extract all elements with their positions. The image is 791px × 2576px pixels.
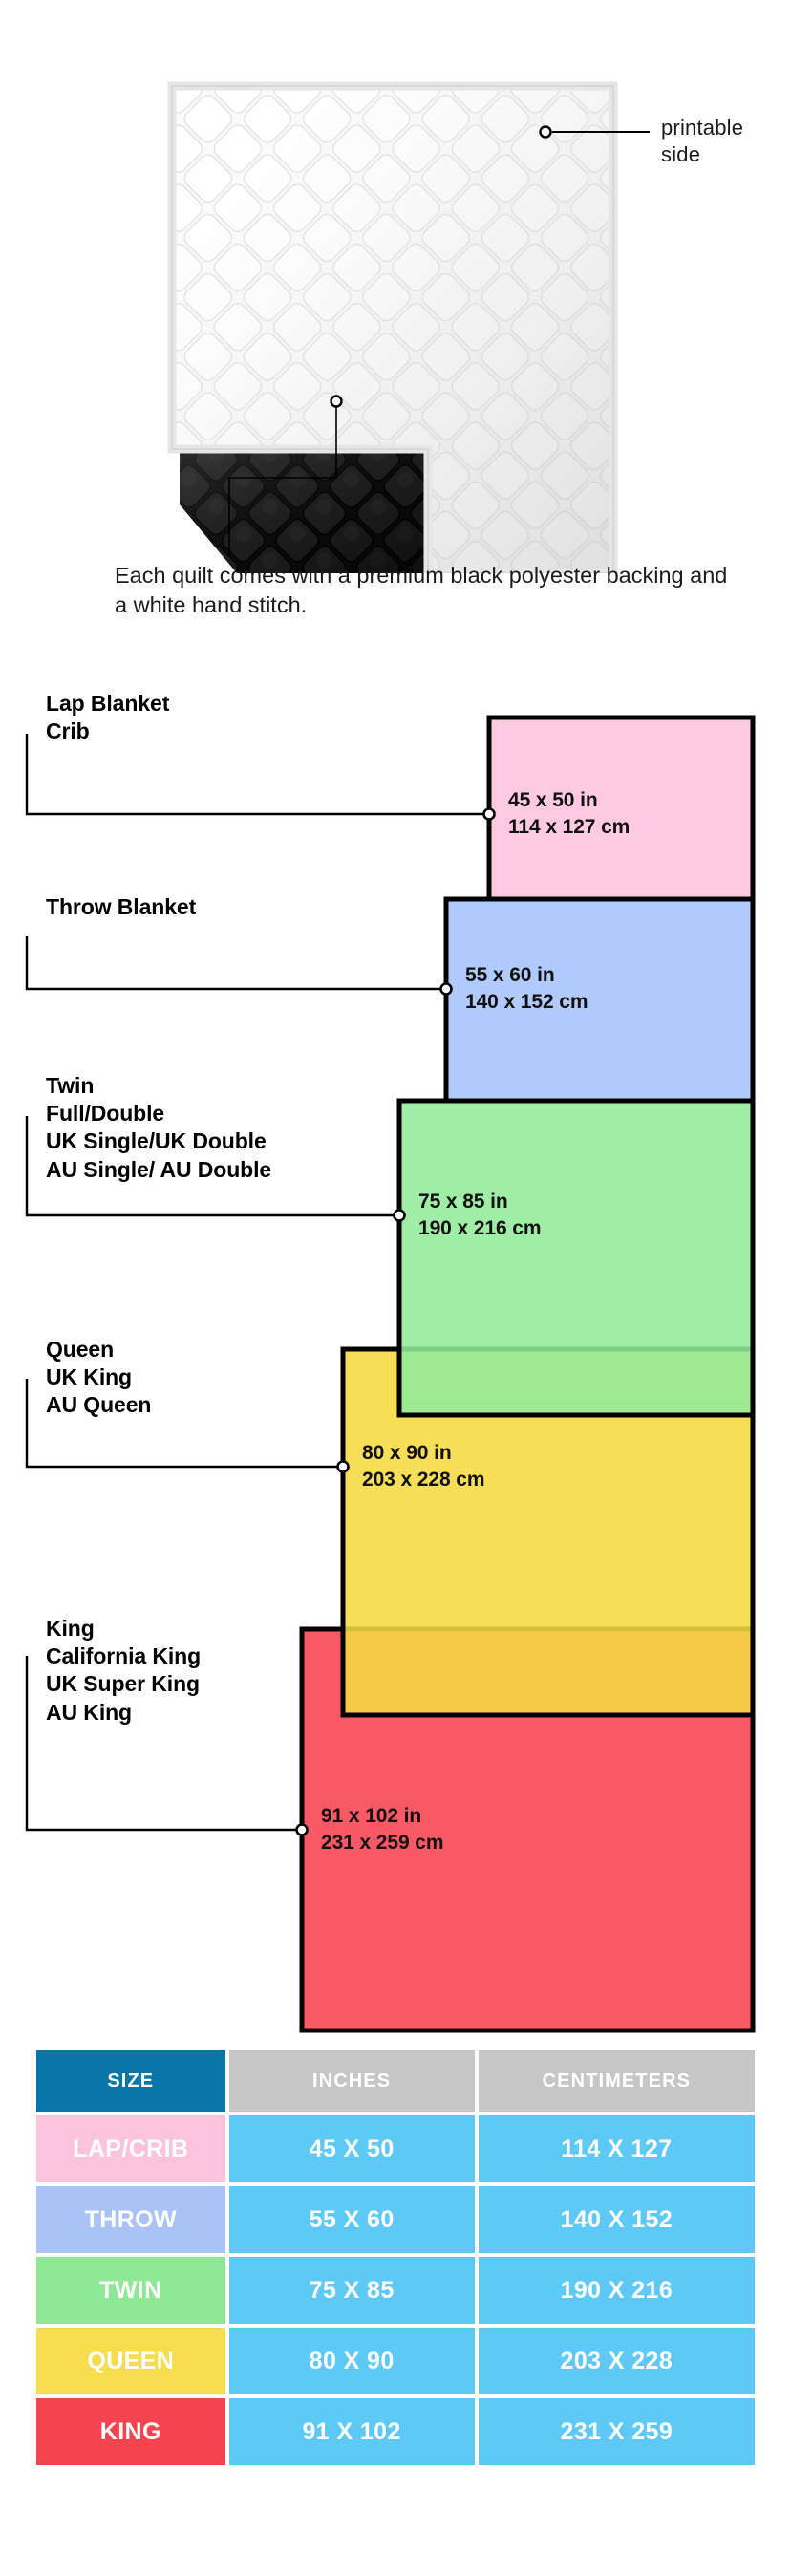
table-cell-inches: 80 X 90 <box>228 2328 475 2394</box>
dimension-centimeters: 231 x 259 cm <box>321 1831 444 1854</box>
table-header-inches: INCHES <box>228 2050 475 2112</box>
group-name: Crib <box>46 719 90 744</box>
table-row: KING 91 X 102 231 X 259 <box>36 2398 755 2465</box>
size-comparison-diagram: Lap Blanket Crib Throw Blanket Twin Full… <box>0 659 791 2045</box>
table-cell-size: THROW <box>36 2186 225 2253</box>
table-cell-size: QUEEN <box>36 2328 225 2394</box>
dimension-inches: 75 x 85 in <box>418 1191 508 1213</box>
size-rect-lap-crib <box>486 715 756 902</box>
table-cell-size: KING <box>36 2398 225 2465</box>
dimension-label-throw: 55 x 60 in 140 x 152 cm <box>465 962 588 1016</box>
group-label-twin: Twin Full/Double UK Single/UK Double AU … <box>46 1072 271 1184</box>
table-header-size: SIZE <box>36 2050 225 2112</box>
printable-side-leader <box>539 125 650 139</box>
leader-lap-crib <box>25 734 496 821</box>
group-label-king: King California King UK Super King AU Ki… <box>46 1615 201 1727</box>
table-row: THROW 55 X 60 140 X 152 <box>36 2186 755 2253</box>
size-rectangles <box>25 715 756 2033</box>
leader-twin <box>25 1116 406 1222</box>
dimension-label-twin: 75 x 85 in 190 x 216 cm <box>418 1189 542 1242</box>
dimension-inches: 91 x 102 in <box>321 1805 422 1827</box>
dimension-inches: 45 x 50 in <box>508 789 598 811</box>
group-name: Throw Blanket <box>46 894 197 919</box>
backing-caption-text: Each quilt comes with a premium black po… <box>115 563 728 618</box>
quilt-product-photo: printable side <box>0 0 791 573</box>
table-cell-centimeters: 140 X 152 <box>478 2186 755 2253</box>
table-cell-centimeters: 190 X 216 <box>478 2257 755 2324</box>
table-cell-inches: 45 X 50 <box>228 2115 475 2182</box>
group-name: AU King <box>46 1699 133 1725</box>
size-table: SIZE INCHES CENTIMETERS LAP/CRIB 45 X 50… <box>32 2047 759 2469</box>
backing-leader <box>228 395 343 556</box>
table-body: LAP/CRIB 45 X 50 114 X 127 THROW 55 X 60… <box>36 2115 755 2465</box>
printable-side-line2: side <box>661 141 701 166</box>
quilt-illustration <box>167 81 650 573</box>
group-name: UK Super King <box>46 1671 200 1697</box>
size-rect-twin <box>396 1098 756 1418</box>
group-label-queen: Queen UK King AU Queen <box>46 1336 151 1420</box>
table-header-centimeters: CENTIMETERS <box>478 2050 755 2112</box>
table-cell-inches: 55 X 60 <box>228 2186 475 2253</box>
group-name: Queen <box>46 1337 115 1362</box>
group-label-lap-crib: Lap Blanket Crib <box>46 690 169 745</box>
table-cell-inches: 91 X 102 <box>228 2398 475 2465</box>
leader-queen <box>25 1379 350 1473</box>
dimension-centimeters: 114 x 127 cm <box>508 815 631 838</box>
group-name: California King <box>46 1643 202 1669</box>
dimension-label-king: 91 x 102 in 231 x 259 cm <box>321 1803 444 1857</box>
table-cell-centimeters: 203 X 228 <box>478 2328 755 2394</box>
group-name: Full/Double <box>46 1101 165 1127</box>
table-row: QUEEN 80 X 90 203 X 228 <box>36 2328 755 2394</box>
printable-side-line1: printable <box>661 116 744 140</box>
quilt-white-front <box>167 81 618 573</box>
dimension-label-lap-crib: 45 x 50 in 114 x 127 cm <box>508 787 630 841</box>
group-name: AU Queen <box>46 1392 152 1418</box>
quilt-black-backing <box>180 449 428 573</box>
table-header: SIZE INCHES CENTIMETERS <box>36 2050 755 2112</box>
dimension-centimeters: 190 x 216 cm <box>418 1216 542 1239</box>
dimension-inches: 80 x 90 in <box>362 1442 452 1464</box>
group-name: UK King <box>46 1364 133 1390</box>
printable-side-callout: printable side <box>661 115 743 167</box>
leader-king <box>25 1656 309 1836</box>
table-cell-size: TWIN <box>36 2257 225 2324</box>
table-cell-size: LAP/CRIB <box>36 2115 225 2182</box>
group-label-throw: Throw Blanket <box>46 893 196 921</box>
table-cell-centimeters: 114 X 127 <box>478 2115 755 2182</box>
group-name: UK Single/UK Double <box>46 1128 267 1154</box>
group-name: King <box>46 1616 95 1641</box>
table-row: TWIN 75 X 85 190 X 216 <box>36 2257 755 2324</box>
table-header-row: SIZE INCHES CENTIMETERS <box>36 2050 755 2112</box>
group-name: Lap Blanket <box>46 691 170 716</box>
table-cell-centimeters: 231 X 259 <box>478 2398 755 2465</box>
dimension-inches: 55 x 60 in <box>465 964 555 986</box>
dimension-centimeters: 203 x 228 cm <box>362 1468 485 1491</box>
group-name: Twin <box>46 1073 95 1098</box>
dimension-centimeters: 140 x 152 cm <box>465 990 588 1013</box>
table-row: LAP/CRIB 45 X 50 114 X 127 <box>36 2115 755 2182</box>
table-cell-inches: 75 X 85 <box>228 2257 475 2324</box>
group-name: AU Single/ AU Double <box>46 1156 272 1182</box>
leader-throw <box>25 936 453 996</box>
dimension-label-queen: 80 x 90 in 203 x 228 cm <box>362 1440 485 1493</box>
